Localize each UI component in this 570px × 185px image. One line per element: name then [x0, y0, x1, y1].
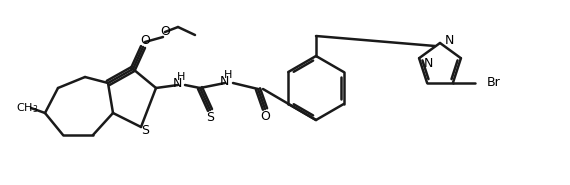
- Text: N: N: [445, 33, 454, 46]
- Text: N: N: [219, 75, 229, 88]
- Text: Br: Br: [487, 76, 500, 89]
- Text: S: S: [206, 110, 214, 124]
- Text: H: H: [224, 70, 232, 80]
- Text: H: H: [177, 72, 185, 82]
- Text: CH$_3$: CH$_3$: [16, 101, 38, 115]
- Text: O: O: [260, 110, 270, 122]
- Text: N: N: [424, 57, 433, 70]
- Text: S: S: [141, 125, 149, 137]
- Text: N: N: [172, 77, 182, 90]
- Text: O: O: [140, 33, 150, 46]
- Text: O: O: [160, 24, 170, 38]
